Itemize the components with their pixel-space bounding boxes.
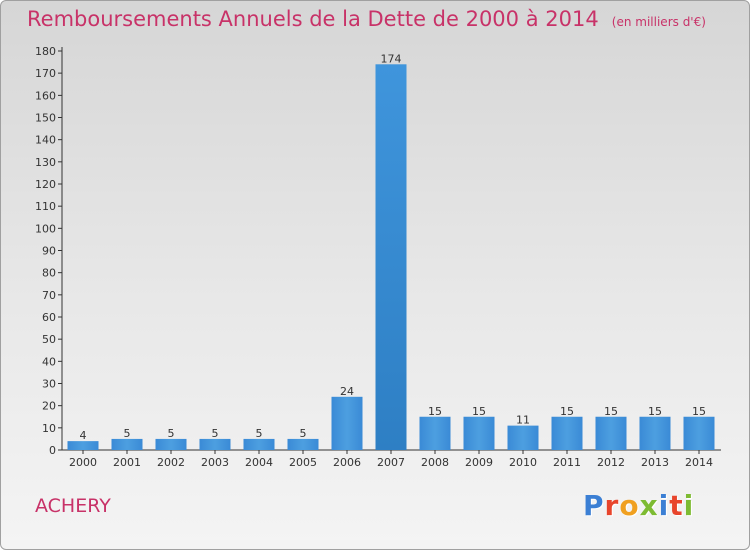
x-tick-label: 2010 [509,456,537,469]
y-tick-label: 40 [42,355,56,368]
data-label: 15 [648,405,662,418]
logo-letter: t [669,489,684,522]
bar [463,416,495,450]
y-tick-label: 20 [42,400,56,413]
y-tick-label: 120 [35,178,56,191]
x-tick-label: 2006 [333,456,361,469]
data-label: 5 [256,427,263,440]
data-label: 4 [80,429,87,442]
bar [243,438,275,450]
y-tick-label: 170 [35,67,56,80]
y-tick-label: 50 [42,333,56,346]
data-label: 15 [472,405,486,418]
data-label: 5 [212,427,219,440]
chart-title: Remboursements Annuels de la Dette de 20… [27,7,599,31]
bar [331,396,363,450]
x-tick-label: 2013 [641,456,669,469]
data-label: 15 [604,405,618,418]
data-label: 5 [168,427,175,440]
x-tick-label: 2011 [553,456,581,469]
bar [287,438,319,450]
y-tick-label: 10 [42,422,56,435]
x-tick-label: 2005 [289,456,317,469]
bar [595,416,627,450]
x-tick-label: 2012 [597,456,625,469]
y-tick-label: 60 [42,311,56,324]
bar [375,64,407,451]
x-tick-label: 2008 [421,456,449,469]
y-tick-label: 160 [35,89,56,102]
data-label: 5 [300,427,307,440]
bar [155,438,187,450]
bar [199,438,231,450]
x-tick-label: 2002 [157,456,185,469]
x-tick-label: 2001 [113,456,141,469]
x-tick-label: 2003 [201,456,229,469]
bar [111,438,143,450]
data-label: 15 [428,405,442,418]
y-tick-label: 150 [35,112,56,125]
y-tick-label: 180 [35,45,56,58]
x-tick-label: 2000 [69,456,97,469]
x-tick-label: 2014 [685,456,713,469]
logo-letter: i [658,489,670,522]
logo-letter: i [683,489,695,522]
y-tick-label: 100 [35,222,56,235]
bar [419,416,451,450]
data-label: 15 [560,405,574,418]
y-tick-label: 80 [42,267,56,280]
x-tick-label: 2004 [245,456,273,469]
data-label: 15 [692,405,706,418]
logo-letter: P [583,489,605,522]
y-tick-label: 30 [42,378,56,391]
chart-subtitle: (en milliers d'€) [611,15,706,29]
logo-letter: r [604,489,620,522]
y-tick-label: 70 [42,289,56,302]
y-tick-label: 90 [42,245,56,258]
logo-letter: x [639,489,659,522]
y-tick-label: 110 [35,200,56,213]
y-tick-label: 140 [35,134,56,147]
logo-letter: o [619,489,640,522]
data-label: 5 [124,427,131,440]
bar [507,425,539,450]
y-tick-label: 130 [35,156,56,169]
proxiti-logo[interactable]: Proxiti [583,489,694,522]
bar [67,441,99,450]
bar [683,416,715,450]
x-tick-label: 2007 [377,456,405,469]
data-label: 24 [340,385,354,398]
chart-title-row: Remboursements Annuels de la Dette de 20… [27,7,706,31]
data-label: 174 [381,52,402,65]
bar [551,416,583,450]
y-tick-label: 0 [49,444,56,457]
data-label: 11 [516,414,530,427]
bar [639,416,671,450]
x-tick-label: 2009 [465,456,493,469]
town-name: ACHERY [35,495,111,517]
